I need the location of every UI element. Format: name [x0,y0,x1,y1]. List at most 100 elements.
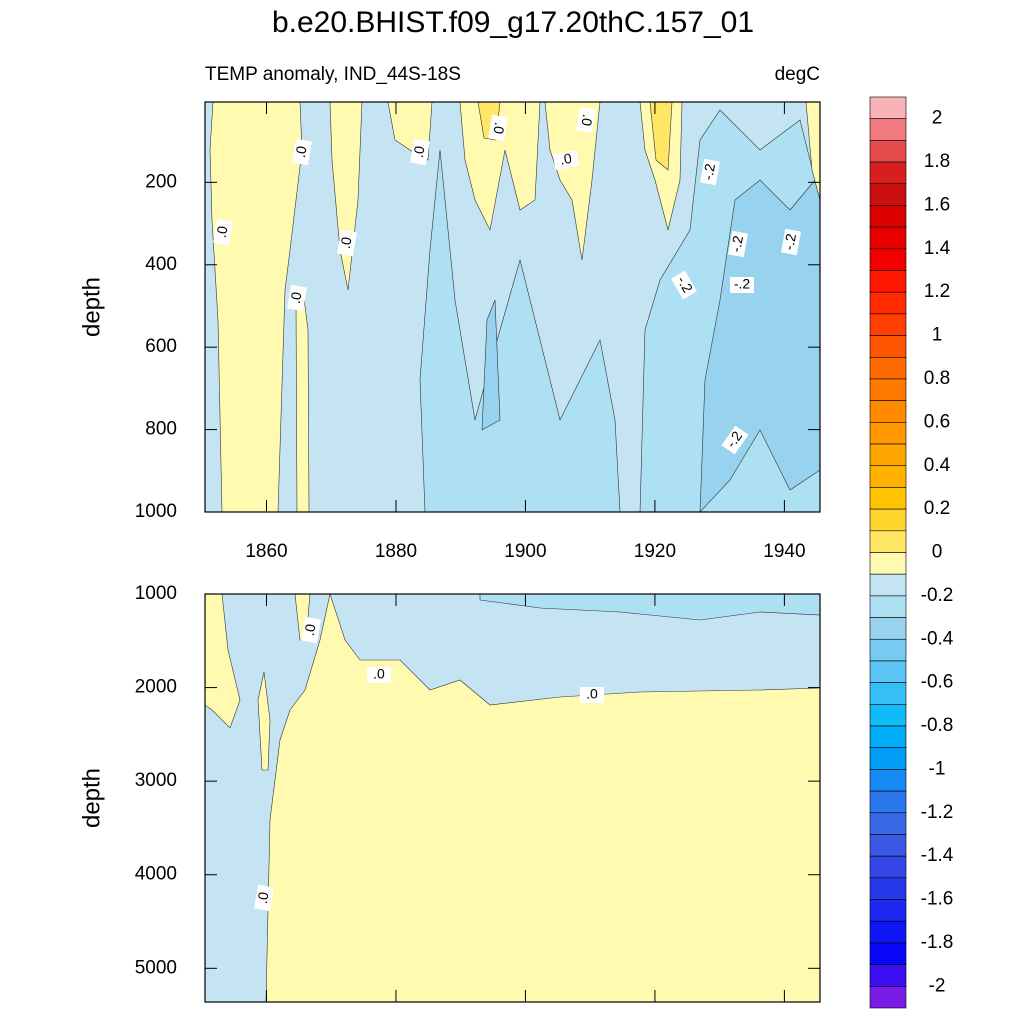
colorbar-label: 2 [932,108,943,129]
colorbar-box [869,920,907,944]
contour-label: .0 [578,113,596,127]
contour-label: .0 [490,121,508,135]
contour-label-bg [721,425,749,455]
y-tick-label: 800 [145,419,177,440]
contour-label-bg [301,616,321,644]
colorbar-box [869,638,907,662]
contour-label: -.2 [699,162,718,181]
subtitle-left: TEMP anomaly, IND_44S-18S [205,64,461,85]
contour-fill [257,671,271,771]
colorbar-box [869,508,907,532]
colorbar-label: -0.2 [921,585,954,606]
y-tick-label: 600 [145,336,177,357]
colorbar-box [869,422,907,445]
contour-label-bg [254,884,274,912]
colorbar-box [869,660,907,683]
colorbar-label: 0 [932,542,943,563]
colorbar-label: 1.2 [924,281,950,302]
colorbar-box [869,986,907,1009]
colorbar-box [869,964,907,987]
contour-label-bg [287,284,307,312]
contour-label-bg [576,106,596,134]
colorbar-box [869,704,907,727]
colorbar-box [869,769,907,792]
contour-fill [419,149,621,513]
colorbar-box [869,356,907,380]
contour-label: .0 [559,150,573,168]
contour-label: -.2 [674,273,696,295]
colorbar-box [869,834,907,857]
plot-frame [204,593,821,1003]
colorbar-label: -1 [929,758,946,779]
contour-label-bg [410,138,430,166]
colorbar-box [869,899,907,922]
colorbar-box [869,682,907,705]
colorbar-box [869,226,907,250]
contour-label: .0 [254,890,272,904]
colorbar-label: -0.6 [921,672,954,693]
colorbar-box [869,465,907,488]
contour-label: -.2 [723,428,746,451]
colorbar-label: 1.8 [924,151,950,172]
contour-label: -.2 [727,234,746,253]
x-tick-label: 1920 [634,541,676,562]
colorbar-box [869,725,907,749]
x-tick-label: 1900 [504,541,546,562]
colorbar-box [869,573,907,597]
colorbar-label: -0.8 [921,715,954,736]
colorbar-box [869,161,907,185]
y-tick-label: 1000 [135,583,177,604]
colorbar-box [869,790,907,814]
contour-label: .0 [337,235,355,249]
colorbar-label: 0.4 [924,455,951,476]
contour-label-bg [730,277,754,293]
colorbar-label: -1.4 [921,845,954,866]
colorbar-label: 1.4 [924,238,951,259]
y-tick-label: 1000 [135,501,177,522]
colorbar-box [869,595,907,618]
contour-label-bg [728,230,748,258]
colorbar-box [869,291,907,315]
y-tick-label: 200 [145,171,177,192]
contour-label-bg [700,158,720,186]
colorbar-box [869,487,907,510]
plot-frame [204,101,821,513]
y-tick-label: 400 [145,254,177,275]
colorbar-label: 0.8 [924,368,950,389]
colorbar-box [869,313,907,336]
y-tick-label: 5000 [135,957,177,978]
colorbar-label: 1 [932,325,943,346]
contour-label: .0 [292,144,310,158]
contour-label-bg [292,138,312,166]
colorbar-box [869,248,907,271]
contour-label-bg [367,667,391,683]
contour-label-bg [671,270,697,300]
contour-label: .0 [287,290,305,304]
colorbar-box [869,400,907,423]
colorbar-label: -1.8 [921,932,954,953]
title: b.e20.BHIST.f09_g17.20thC.157_01 [272,6,754,39]
colorbar-box [869,877,907,900]
colorbar-box [869,378,907,401]
contour-label: .0 [301,622,319,636]
y-axis-label: depth [78,277,105,337]
colorbar-box [869,183,907,206]
colorbar-box [869,335,907,358]
contour-fill [204,593,241,729]
contour-label-bg [337,229,357,257]
colorbar-box [869,96,907,119]
y-tick-label: 3000 [135,770,177,791]
colorbar-box [869,140,907,163]
colorbar-label: -1.2 [921,802,954,823]
contour-label: .0 [213,224,231,238]
y-tick-label: 2000 [135,677,177,698]
contour-fill [459,101,541,231]
contour-label-bg [580,687,604,703]
y-axis-label: depth [78,768,105,828]
contour-label: .0 [410,144,428,158]
contour-label: -.2 [734,276,751,292]
colorbar-label: -0.4 [921,628,954,649]
contour-label-bg [552,150,580,170]
contour-label: .0 [373,666,385,682]
